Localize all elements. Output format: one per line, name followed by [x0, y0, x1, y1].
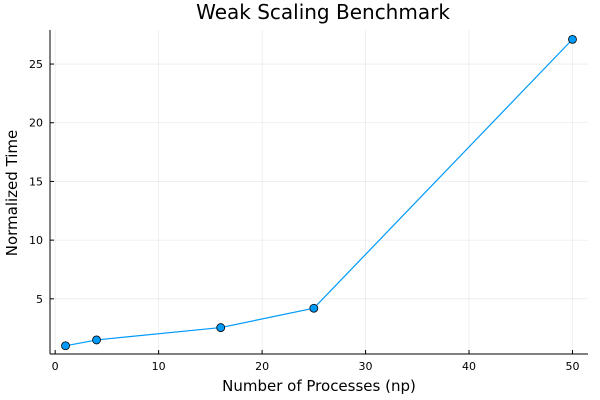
axes	[49, 30, 588, 355]
data-point-0-0	[61, 341, 70, 351]
x-tick-label-2: 20	[255, 360, 269, 373]
data-point-0-1	[92, 335, 101, 345]
x-axis-label: Number of Processes (np)	[222, 377, 416, 395]
grid	[50, 30, 588, 354]
series-line-0	[65, 38, 573, 347]
y-tick-label-3: 20	[29, 117, 43, 130]
x-tick-label-5: 50	[565, 360, 579, 373]
series	[61, 34, 577, 351]
y-tick-label-2: 15	[29, 175, 43, 188]
tick-labels: 0 10 20 30 40 50 5 10 15 20 25	[29, 58, 579, 373]
x-tick-label-3: 30	[359, 360, 373, 373]
y-axis-label: Normalized Time	[3, 130, 21, 257]
x-tick-label-1: 10	[152, 360, 166, 373]
chart-title: Weak Scaling Benchmark	[196, 0, 450, 24]
y-tick-label-1: 10	[29, 234, 43, 247]
data-point-0-2	[216, 323, 226, 332]
data-point-0-3	[309, 303, 319, 313]
data-point-0-4	[568, 34, 577, 44]
x-tick-label-4: 40	[462, 360, 476, 373]
x-tick-label-0: 0	[52, 360, 59, 373]
y-tick-label-0: 5	[36, 293, 43, 306]
y-tick-label-4: 25	[29, 58, 43, 71]
